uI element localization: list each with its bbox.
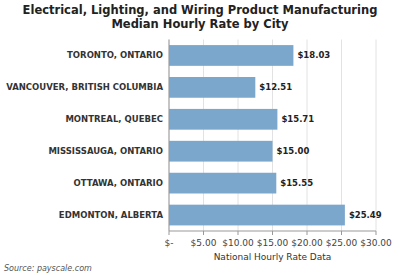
bar [169,205,345,226]
category-label: MONTREAL, QUEBEC [65,114,163,124]
title-line: Median Hourly Rate by City [111,17,289,31]
x-axis-line [169,231,376,232]
data-label: $15.71 [281,114,314,124]
category-label: TORONTO, ONTARIO [67,50,163,60]
tick-label: $20.00 [291,238,323,248]
data-label: $12.51 [259,82,292,92]
title: Electrical, Lighting, and Wiring Product… [23,3,378,31]
category-label: MISSISSAUGA, ONTARIO [48,146,163,156]
tick-mark [376,231,377,235]
data-label: $15.00 [277,146,310,156]
bar [169,45,293,66]
grid-line [376,40,377,232]
data-label: $25.49 [349,210,382,220]
data-label: $18.03 [297,50,330,60]
tick-label: $5.00 [191,238,217,248]
grid-line [238,40,239,232]
bar [169,77,255,98]
grid [169,40,376,232]
tick-mark [272,231,273,235]
grid-line [341,40,342,232]
category-label: EDMONTON, ALBERTA [59,210,164,220]
grid-line [169,40,170,232]
tick-label: $15.00 [257,238,289,248]
grid-line [203,40,204,232]
bar [169,141,273,162]
bar [169,109,277,130]
tick-label: $10.00 [222,238,254,248]
annotation: Source: payscale.com [4,264,92,273]
data-label: $15.55 [280,178,313,188]
bars [169,45,345,225]
x-axis-label: National Hourly Rate Data [214,252,332,262]
x-axis: $- $5.00 $10.00$15.00$20.00$25.00$30.00 [165,231,393,248]
tick-label: $30.00 [360,238,392,248]
tick-mark [307,231,308,235]
bar [169,173,276,194]
chart: Electrical, Lighting, and Wiring Product… [0,0,400,275]
category-label: VANCOUVER, BRITISH COLUMBIA [6,82,163,92]
title-line: Electrical, Lighting, and Wiring Product… [23,3,378,17]
grid-line [307,40,308,232]
tick-mark [341,231,342,235]
tick-label: $- [165,238,174,248]
tick-label: $25.00 [326,238,358,248]
category-label: OTTAWA, ONTARIO [74,178,163,188]
y-axis-line [169,40,170,232]
tick-mark [238,231,239,235]
tick-mark [169,231,170,235]
tick-mark [203,231,204,235]
grid-line [272,40,273,232]
